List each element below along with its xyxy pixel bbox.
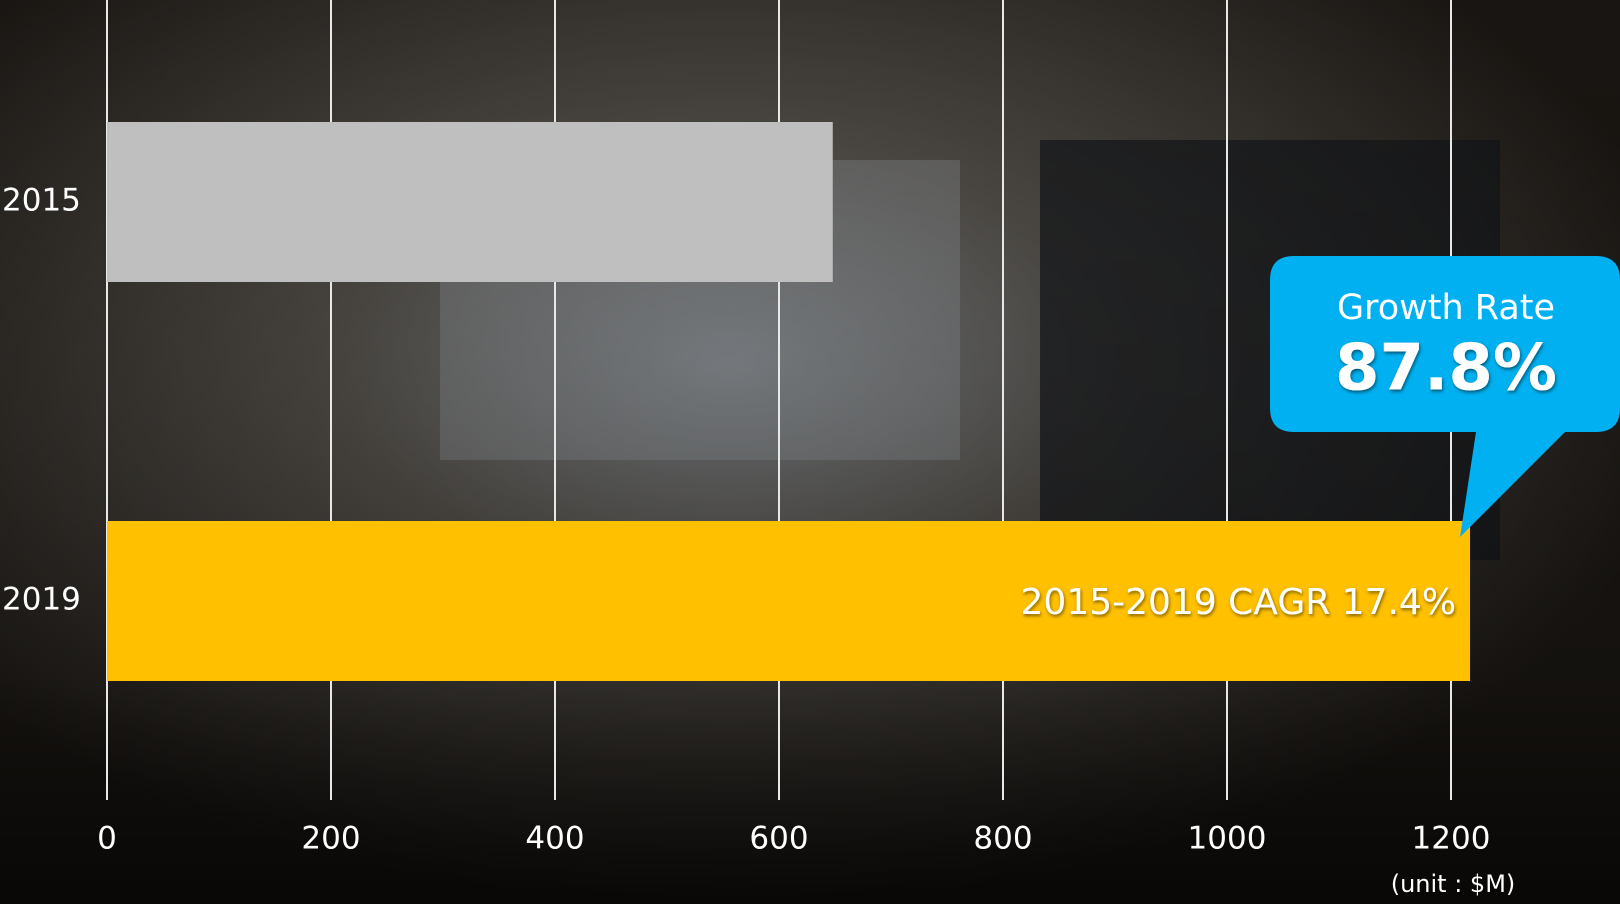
- page: 0 200 400 600 800 1000 1200 2015 2019 2015-2019 C…: [0, 0, 1620, 904]
- callout-label: Growth Rate: [1337, 288, 1555, 328]
- callout-value: 87.8%: [1335, 332, 1557, 406]
- x-tick-label: 1200: [1412, 821, 1491, 857]
- unit-label: (unit : $M): [1391, 870, 1516, 898]
- bar: [107, 122, 833, 282]
- bar-annotation: 2015-2019 CAGR 17.4%: [1021, 582, 1457, 623]
- x-tick-label: 200: [301, 821, 360, 857]
- x-tick-label: 1000: [1188, 821, 1267, 857]
- y-tick-label: 2019: [2, 582, 81, 618]
- y-tick-label: 2015: [2, 183, 81, 219]
- x-tick-label: 600: [749, 821, 808, 857]
- chart: 0 200 400 600 800 1000 1200 2015 2019 2015-2019 C…: [0, 0, 1620, 904]
- x-tick-label: 400: [525, 821, 584, 857]
- x-tick-label: 800: [973, 821, 1032, 857]
- x-tick-label: 0: [97, 821, 117, 857]
